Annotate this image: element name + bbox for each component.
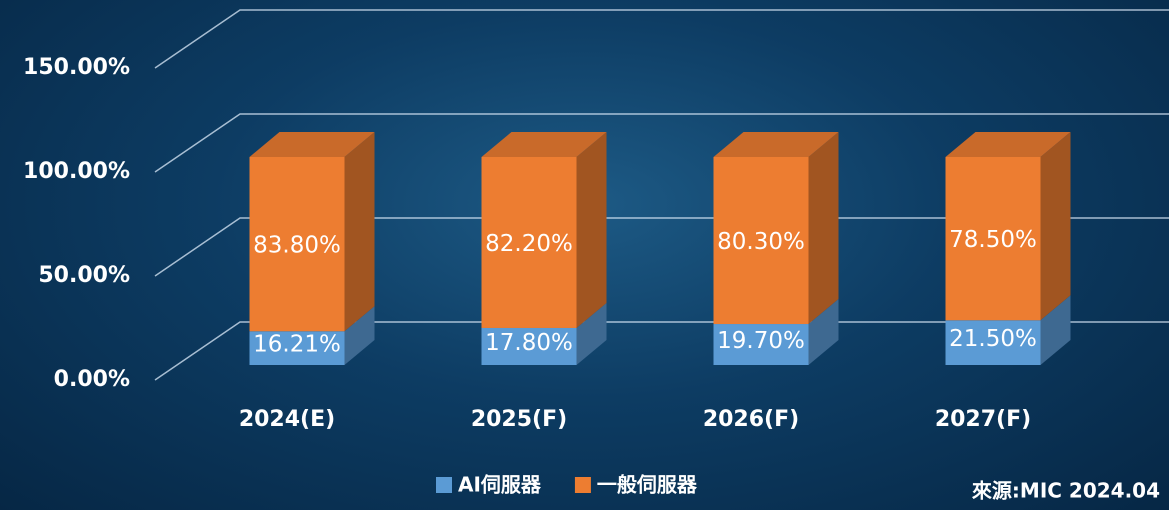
bar-side [576, 132, 607, 328]
bar [945, 320, 1041, 365]
bar-side [1040, 295, 1071, 365]
value-label: 16.21% [253, 332, 341, 358]
bar [249, 156, 345, 332]
grid-line [154, 9, 1169, 69]
x-tick-label: 2026(F) [703, 407, 799, 432]
x-tick-label: 2027(F) [935, 407, 1031, 432]
grid-line [154, 217, 1169, 277]
value-label: 78.50% [949, 227, 1037, 253]
value-label: 82.20% [485, 231, 573, 257]
value-label: 83.80% [253, 233, 341, 259]
bar-top [945, 132, 1071, 157]
bar-side [344, 306, 375, 365]
source-note: 來源:MIC 2024.04 [972, 479, 1160, 503]
bar [249, 331, 345, 365]
y-tick-label: 0.00% [54, 367, 130, 392]
legend-label: 一般伺服器 [597, 473, 698, 497]
grid-line [154, 113, 1169, 173]
bar-top [249, 131, 375, 157]
bar-side [808, 299, 839, 365]
bar-side [344, 131, 375, 332]
bar [481, 157, 577, 328]
value-label: 80.30% [717, 229, 805, 255]
bar-side [808, 132, 839, 325]
grid-line [154, 321, 1169, 381]
value-label: 19.70% [717, 328, 805, 354]
x-tick-label: 2024(E) [239, 407, 335, 432]
bar-side [1040, 132, 1071, 321]
legend-swatch [436, 477, 452, 493]
y-tick-label: 50.00% [38, 263, 130, 288]
legend-swatch [574, 477, 591, 493]
y-tick-label: 100.00% [23, 159, 130, 184]
bar-top [713, 132, 839, 157]
bar [481, 327, 577, 365]
bar-side [576, 302, 607, 365]
bar [945, 157, 1041, 321]
value-label: 17.80% [485, 330, 573, 356]
y-tick-label: 150.00% [23, 55, 130, 80]
value-label: 21.50% [949, 326, 1037, 352]
bar [713, 324, 809, 365]
bar [713, 157, 809, 325]
x-tick-label: 2025(F) [471, 407, 567, 432]
legend-label: AI伺服器 [458, 473, 542, 497]
bar-top [481, 132, 607, 157]
